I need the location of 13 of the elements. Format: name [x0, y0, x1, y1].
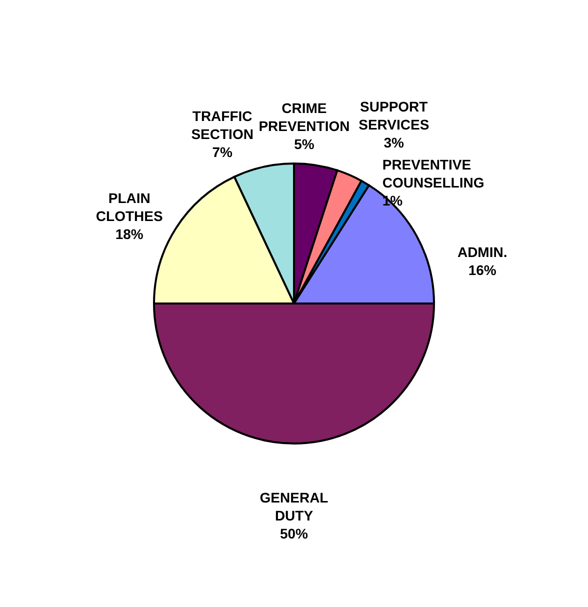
data-label: 7% — [212, 144, 233, 160]
slice-label: GENERAL DUTY — [260, 490, 329, 524]
slice-label: PLAIN CLOTHES — [96, 190, 163, 224]
data-label: 16% — [468, 262, 497, 278]
slice-label: CRIME PREVENTION — [258, 100, 350, 134]
data-label: 50% — [280, 526, 309, 542]
slice-label: ADMIN. — [457, 244, 508, 260]
data-label: 3% — [384, 134, 405, 150]
slice-label: SUPPORT SERVICES — [358, 98, 430, 132]
slice-label: TRAFFIC SECTION — [191, 108, 254, 142]
slice-label: PREVENTIVE COUNSELLING — [382, 156, 484, 190]
data-label: 5% — [294, 136, 315, 152]
data-label: 18% — [115, 226, 144, 242]
